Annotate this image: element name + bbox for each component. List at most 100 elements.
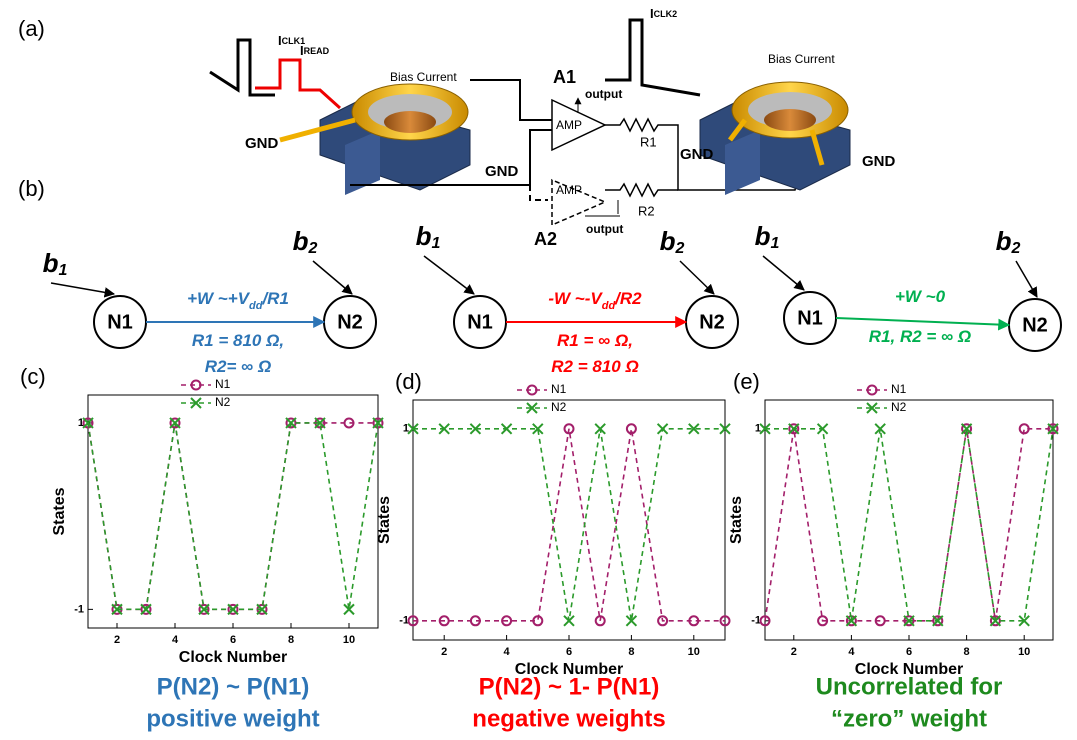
subscript: 1 [770,235,779,252]
label: AMP [556,183,582,197]
input-label: b2 [996,226,1021,257]
label: Bias Current [390,70,457,84]
node-label: N2 [699,311,725,333]
x-tick-label: 8 [964,646,970,658]
input-arrow [763,256,804,290]
subscript: dd [249,300,263,312]
text-part: b [293,226,309,256]
text-part: /R1 [261,289,288,308]
panel-label: (d) [395,369,422,394]
text-part: R1 = ∞ Ω, [557,331,633,350]
series-line [413,429,725,621]
plot-frame [413,400,725,640]
label: AMP [556,118,582,132]
label: GND [680,146,714,163]
label: R1 [640,134,657,149]
panel-label: (a) [18,16,45,41]
x-tick-label: 4 [172,634,179,646]
x-tick-label: 2 [114,634,120,646]
legend-label: N1 [551,382,567,396]
caption: positive weight [146,705,319,732]
plot-frame [88,395,378,628]
edge-label: R2 = 810 Ω [551,357,638,376]
subscript: 1 [58,262,67,279]
legend-label: N1 [215,377,231,391]
x-tick-label: 10 [1018,646,1030,658]
input-label: b2 [293,226,318,257]
input-arrow [680,261,714,294]
edge-label: -W ~-Vdd/R2 [548,289,642,311]
series-line [765,429,1053,621]
label: Bias Current [768,52,835,66]
input-label: b2 [660,226,685,257]
y-axis-label: States [728,496,745,544]
edge-label: +W ~0 [895,287,946,306]
label: IREAD [300,43,330,58]
caption: Uncorrelated for [816,673,1003,700]
text-part: b [996,226,1012,256]
x-tick-label: 6 [230,634,236,646]
label: GND [245,135,279,152]
label: A2 [534,229,557,249]
x-axis-label: Clock Number [179,649,287,666]
text-part: b [660,226,676,256]
marker [658,424,668,434]
edge-label: +W ~+Vdd/R1 [187,289,289,311]
input-label: b1 [416,221,441,252]
series-line [88,423,378,609]
edge-label: R2= ∞ Ω [205,357,272,376]
label: output [585,87,622,101]
x-tick-label: 4 [848,646,855,658]
input-arrow [51,283,114,294]
edge-label: R1 = 810 Ω, [192,331,284,350]
label: R2 [638,203,655,218]
legend-label: N2 [215,395,231,409]
text-part: -W ~-V [548,289,603,308]
input-arrow [313,261,352,294]
subscript: 2 [674,240,684,257]
input-label: b1 [43,248,68,279]
text-part: b [416,221,432,251]
text-part: b [43,248,59,278]
caption: P(N2) ~ P(N1) [157,673,310,700]
node-label: N2 [337,311,363,333]
x-tick-label: 8 [288,634,294,646]
y-axis-label: States [51,487,68,535]
y-axis-label: States [376,496,393,544]
caption: P(N2) ~ 1- P(N1) [479,673,660,700]
edge [836,318,1009,325]
label: output [586,222,623,236]
x-tick-label: 6 [566,646,572,658]
subscript: 2 [307,240,317,257]
x-tick-label: 6 [906,646,912,658]
text-part: R1 = 810 Ω, [192,331,284,350]
x-tick-label: 4 [504,646,511,658]
text-part: +W ~+V [187,289,251,308]
caption: “zero” weight [831,705,987,732]
panel-label: (c) [20,364,46,389]
x-tick-label: 2 [441,646,447,658]
input-label: b1 [755,221,780,252]
text-part: +W ~0 [895,287,946,306]
text-part: /R2 [614,289,642,308]
legend-label: N1 [891,382,907,396]
node-label: N1 [107,311,133,333]
node-label: N2 [1022,314,1048,336]
text-part: R2 = 810 Ω [551,357,638,376]
node-label: N1 [797,307,823,329]
label: A1 [553,67,576,87]
label: GND [862,153,896,170]
label: GND [485,163,519,180]
x-tick-label: 8 [628,646,634,658]
device-right [605,20,850,195]
label: ICLK2 [650,6,677,21]
subscript: dd [602,300,616,312]
panel-label: (e) [733,369,760,394]
x-tick-label: 2 [791,646,797,658]
text-part: R2= ∞ Ω [205,357,272,376]
subscript: 2 [1010,240,1020,257]
edge-label: R1, R2 = ∞ Ω [869,327,971,346]
input-arrow [1016,261,1037,297]
x-tick-label: 10 [688,646,700,658]
text-part: R1, R2 = ∞ Ω [869,327,971,346]
